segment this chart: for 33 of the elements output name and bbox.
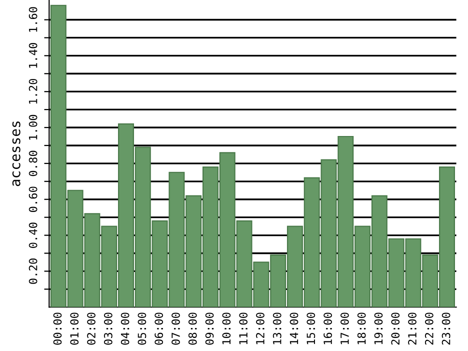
x-tick-label: 09:00 [205, 312, 214, 345]
y-tick-label: 0.60 [28, 186, 38, 212]
x-tick-label: 15:00 [306, 312, 316, 344]
y-axis-title: accesses [12, 121, 20, 186]
x-tick-label: 07:00 [172, 312, 180, 345]
y-tick-label: 1.20 [28, 78, 38, 104]
x-tick-label: 23:00 [442, 312, 450, 345]
y-tick-label: 1.40 [28, 43, 38, 68]
x-tick-label: 00:00 [53, 312, 62, 345]
x-tick-label: 13:00 [272, 312, 282, 344]
y-tick-label: 1.60 [28, 7, 38, 32]
x-tick-label: 01:00 [70, 312, 79, 345]
x-tick-label: 18:00 [357, 312, 366, 344]
x-tick-label: 03:00 [104, 312, 112, 345]
x-tick-label: 02:00 [87, 312, 96, 345]
x-tick-label: 05:00 [138, 312, 146, 345]
x-tick-label: 22:00 [424, 312, 434, 345]
y-tick-label: 0.20 [28, 258, 38, 284]
x-tick-label: 21:00 [408, 312, 416, 345]
x-tick-label: 10:00 [222, 312, 231, 344]
x-tick-label: 16:00 [324, 312, 332, 344]
x-tick-label: 19:00 [374, 312, 383, 344]
x-tick-label: 17:00 [340, 312, 349, 344]
x-tick-label: 11:00 [239, 312, 248, 344]
y-tick-label: 1.00 [28, 114, 38, 140]
x-tick-label: 12:00 [256, 312, 264, 344]
y-tick-label: 0.40 [28, 222, 38, 248]
x-tick-label: 14:00 [290, 312, 298, 344]
x-tick-label: 20:00 [391, 312, 400, 345]
y-tick-label: 0.80 [28, 150, 38, 176]
x-tick-label: 08:00 [188, 312, 197, 345]
x-tick-label: 06:00 [154, 312, 164, 345]
x-tick-label: 04:00 [120, 312, 130, 345]
